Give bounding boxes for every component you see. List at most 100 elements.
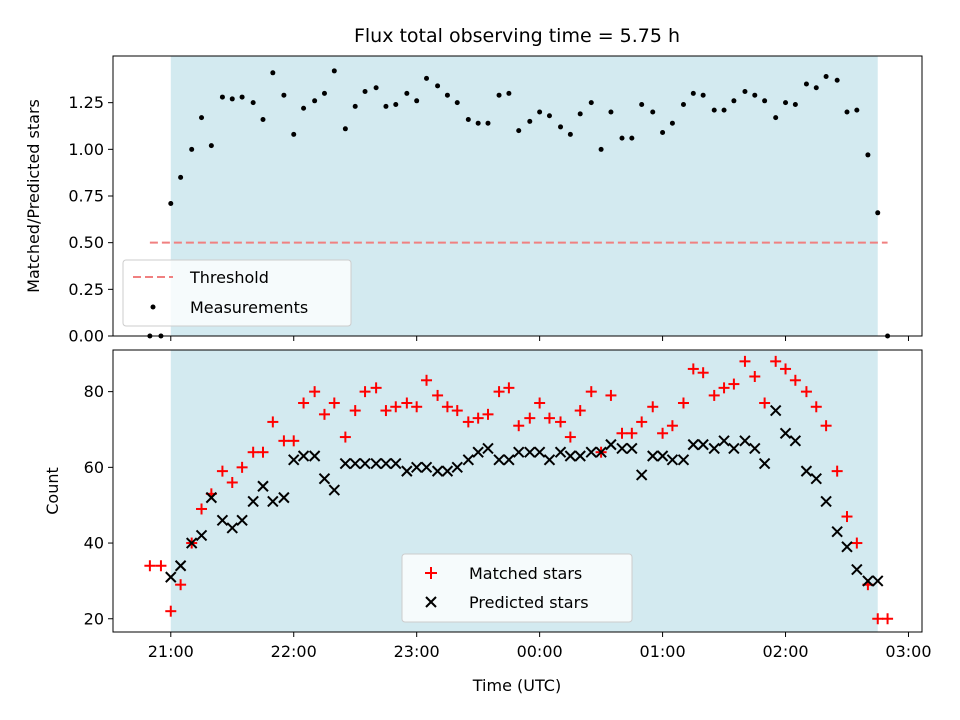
- y-tick-label: 1.00: [68, 140, 104, 159]
- y-tick-label: 0.00: [68, 327, 104, 346]
- x-tick-label: 21:00: [148, 642, 194, 661]
- chart-title: Flux total observing time = 5.75 h: [354, 25, 680, 47]
- measurement-point: [854, 107, 860, 113]
- matched-star-marker: [605, 389, 617, 401]
- predicted-star-marker: [574, 450, 586, 462]
- predicted-star-marker: [800, 465, 813, 477]
- matched-star-marker: [451, 405, 463, 417]
- matched-star-marker: [770, 355, 782, 367]
- measurement-point: [598, 146, 604, 152]
- measurement-point: [393, 102, 399, 108]
- predicted-star-marker: [841, 541, 853, 553]
- predicted-star-marker: [195, 529, 208, 542]
- measurement-point: [690, 90, 696, 96]
- measurement-point: [577, 111, 583, 117]
- top-y-ticks: 0.00 0.25 0.50 0.75 1.00 1.25: [68, 93, 113, 346]
- measurement-point: [660, 130, 666, 136]
- matched-star-marker: [401, 397, 413, 409]
- measurement-point: [650, 109, 656, 115]
- matched-star-marker: [165, 605, 177, 617]
- predicted-star-marker: [708, 442, 720, 455]
- legend-threshold-label: Threshold: [189, 268, 269, 287]
- predicted-star-marker: [758, 457, 771, 470]
- matched-star-marker: [636, 416, 648, 428]
- y-tick-label: 60: [84, 458, 104, 477]
- measurement-point: [178, 174, 184, 180]
- measurement-point: [260, 116, 266, 122]
- matched-star-marker: [789, 374, 801, 386]
- predicted-star-marker: [482, 442, 494, 455]
- measurement-point: [168, 200, 174, 206]
- predicted-star-marker: [872, 575, 884, 587]
- top-y-axis-label: Matched/Predicted stars: [24, 99, 43, 293]
- predicted-star-marker: [831, 525, 843, 538]
- predicted-star-marker: [779, 427, 792, 439]
- predicted-star-marker: [451, 461, 463, 474]
- measurement-point: [558, 124, 564, 130]
- y-tick-label: 0.25: [68, 280, 104, 299]
- y-tick-label: 20: [84, 609, 104, 628]
- measurement-point: [762, 98, 768, 104]
- measurement-point: [189, 146, 195, 152]
- predicted-star-marker: [288, 454, 300, 466]
- measurement-point: [752, 92, 758, 98]
- matched-star-marker: [820, 420, 832, 432]
- predicted-star-marker: [236, 514, 248, 527]
- matched-star-marker: [390, 401, 402, 413]
- matched-star-marker: [708, 389, 720, 401]
- matched-star-marker: [872, 613, 884, 625]
- predicted-star-marker: [851, 563, 863, 576]
- predicted-star-marker: [339, 457, 352, 470]
- predicted-star-marker: [647, 450, 659, 462]
- predicted-star-marker: [626, 442, 638, 455]
- matched-star-marker: [432, 389, 444, 401]
- matched-star-marker: [543, 412, 555, 424]
- measurement-point: [301, 105, 307, 111]
- x-tick-label: 01:00: [640, 642, 686, 661]
- x-axis-label: Time (UTC): [472, 676, 561, 695]
- matched-star-marker: [687, 363, 699, 375]
- measurement-point: [291, 131, 297, 137]
- matched-star-marker: [288, 435, 300, 447]
- matched-star-marker: [564, 431, 576, 443]
- predicted-star-marker: [278, 491, 290, 504]
- matched-star-marker: [247, 446, 259, 458]
- matched-star-marker: [196, 503, 208, 515]
- matched-star-markers: [144, 355, 894, 625]
- x-tick-label: 00:00: [517, 642, 563, 661]
- measurement-legend-swatch: [150, 304, 156, 310]
- measurement-point: [875, 210, 881, 216]
- matched-star-marker: [226, 476, 238, 488]
- matched-star-marker: [298, 397, 310, 409]
- legend-predicted-label: Predicted stars: [469, 593, 589, 612]
- matched-star-marker: [524, 412, 536, 424]
- predicted-star-marker: [493, 454, 505, 466]
- matched-star-marker: [800, 386, 812, 398]
- measurement-point: [669, 120, 675, 126]
- matched-star-marker: [257, 446, 269, 458]
- measurement-point: [865, 152, 871, 158]
- predicted-star-marker: [513, 446, 525, 458]
- predicted-legend-swatch: [425, 596, 437, 608]
- bottom-y-axis-label: Count: [43, 467, 62, 515]
- predicted-star-marker: [216, 514, 229, 527]
- predicted-star-marker: [503, 454, 515, 466]
- predicted-star-marker: [247, 495, 259, 508]
- measurement-point: [783, 100, 789, 106]
- predicted-star-marker: [185, 537, 198, 549]
- x-tick-label: 02:00: [762, 642, 808, 661]
- measurement-point: [567, 131, 573, 137]
- matched-star-marker: [749, 370, 761, 382]
- bottom-panel: 20 40 60 80 21:00 22:00 23:00 00:00 01:00 02:00 0…: [43, 349, 932, 695]
- measurement-point: [496, 92, 502, 98]
- y-tick-label: 1.25: [68, 93, 104, 112]
- measurement-point: [546, 113, 552, 119]
- measurement-point: [435, 83, 441, 89]
- matched-star-marker: [647, 401, 659, 413]
- predicted-star-marker: [308, 450, 321, 462]
- measurement-point: [404, 90, 410, 96]
- predicted-star-marker: [165, 571, 177, 583]
- matched-star-marker: [318, 408, 330, 420]
- predicted-star-marker: [595, 446, 607, 458]
- predicted-star-marker: [677, 454, 690, 466]
